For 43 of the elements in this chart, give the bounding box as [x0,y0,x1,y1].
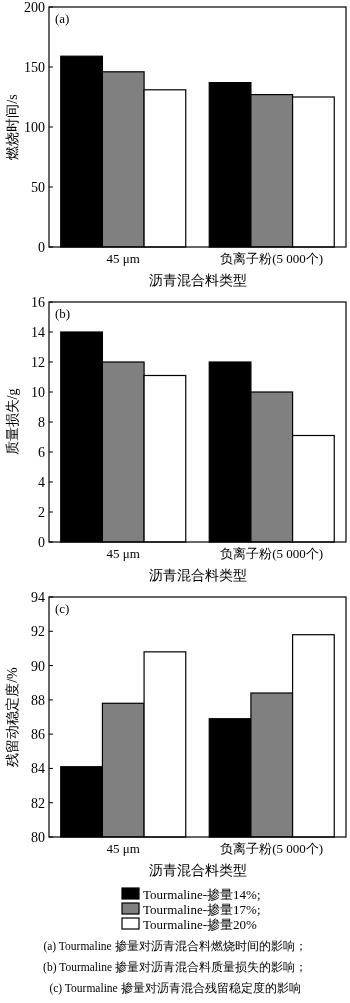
y-tick-label: 2 [38,505,45,520]
y-tick-label: 86 [31,727,45,743]
y-tick-label: 200 [24,0,45,15]
y-tick-label: 84 [31,761,45,777]
y-tick-label: 4 [38,475,45,490]
y-tick-label: 16 [31,295,45,310]
text: (a) Tourmaline 掺量对沥青混合料燃烧时间的影响； [43,940,307,953]
y-tick-label: 10 [31,385,45,400]
text: (c) Tourmaline 掺量对沥青混合残留稳定度的影响 [49,981,301,995]
x-tick-label: 负离子粉(5 000个) [220,251,324,266]
x-axis-title: 沥青混合料类型 [148,568,247,583]
y-tick-label: 90 [31,658,45,674]
y-tick-label: 0 [38,535,45,550]
y-tick-label: 12 [31,355,45,370]
chart-title: (b) [55,306,71,321]
text: (b) Tourmaline 掺量对沥青混合料质量损失的影响； [43,961,307,974]
y-axis-title: 燃烧时间/s [5,94,20,160]
x-tick-label: 45 μm [106,251,140,266]
x-tick-label: 45 μm [106,546,140,561]
x-tick-label: 负离子粉(5 000个) [220,546,324,561]
legend-label: Tourmaline-掺量14%; [143,887,261,902]
y-tick-label: 100 [24,120,45,135]
y-tick-label: 8 [38,415,45,430]
y-axis-title: 残留动稳定度/% [5,666,20,767]
chart-title: (a) [55,11,70,26]
y-tick-label: 80 [31,830,45,845]
y-tick-label: 94 [31,590,45,605]
x-tick-label: 负离子粉(5 000个) [220,841,324,856]
x-tick-label: 45 μm [106,841,140,856]
x-axis-title: 沥青混合料类型 [148,863,247,878]
y-tick-label: 50 [31,180,45,195]
y-tick-label: 82 [31,795,45,811]
y-tick-label: 14 [31,325,45,340]
x-axis-title: 沥青混合料类型 [148,273,247,288]
y-tick-label: 92 [31,624,45,640]
legend-label: Tourmaline-掺量17%; [143,902,261,917]
legend-label: Tourmaline-掺量20% [143,917,258,932]
chart-title: (c) [55,601,70,616]
y-tick-label: 6 [38,445,45,460]
y-axis-title: 质量损失/g [5,388,20,456]
y-tick-label: 0 [38,240,45,255]
y-tick-label: 150 [24,60,45,75]
y-tick-label: 88 [31,692,45,708]
